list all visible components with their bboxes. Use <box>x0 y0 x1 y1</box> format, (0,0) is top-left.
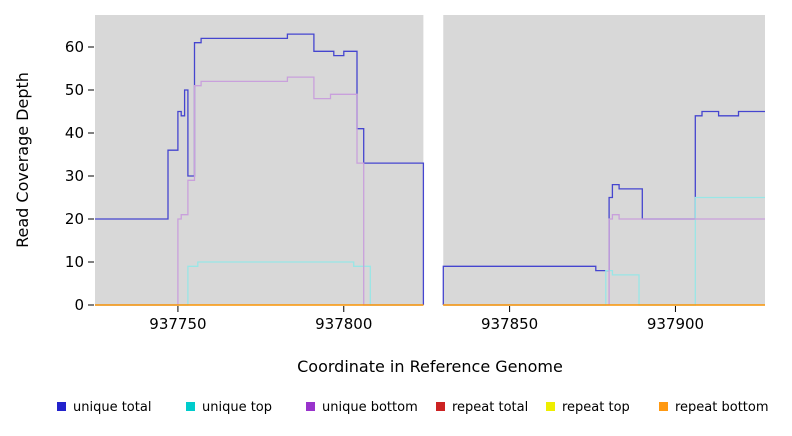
y-tick-label: 60 <box>65 38 84 56</box>
legend-swatch-repeat-top <box>546 402 555 411</box>
legend-label-repeat-total: repeat total <box>452 400 528 415</box>
legend-swatch-unique-bottom <box>306 402 315 411</box>
legend-label-repeat-top: repeat top <box>562 400 630 415</box>
x-tick-label: 937900 <box>647 315 704 333</box>
y-tick-label: 10 <box>65 253 84 271</box>
legend-swatch-repeat-total <box>436 402 445 411</box>
no-data-gap <box>423 15 444 305</box>
y-tick-label: 30 <box>65 167 84 185</box>
axes: 937750 937800 937850 937900 0 10 20 30 40 50 60 <box>65 38 704 333</box>
x-tick-label: 937750 <box>149 315 206 333</box>
legend-label-unique-total: unique total <box>73 400 151 415</box>
series-line-unique-total <box>442 110 765 305</box>
x-tick-label: 937850 <box>481 315 538 333</box>
series-line-unique-top <box>443 196 765 306</box>
legend-label-unique-bottom: unique bottom <box>322 400 418 415</box>
y-tick-label: 0 <box>74 296 84 314</box>
series-line-unique-total <box>95 33 425 305</box>
series-line-unique-bottom <box>443 214 765 306</box>
x-tick-label: 937800 <box>315 315 372 333</box>
legend-swatch-unique-top <box>186 402 195 411</box>
legend-swatch-unique-total <box>57 402 66 411</box>
plot-area <box>95 15 765 306</box>
y-tick-label: 50 <box>65 81 84 99</box>
y-tick-label: 20 <box>65 210 84 228</box>
y-tick-label: 40 <box>65 124 84 142</box>
legend-swatch-repeat-bottom <box>659 402 668 411</box>
legend-label-repeat-bottom: repeat bottom <box>675 400 769 415</box>
legend-label-unique-top: unique top <box>202 400 272 415</box>
x-axis-title: Coordinate in Reference Genome <box>297 357 563 376</box>
legend: unique total unique top unique bottom repea… <box>57 400 769 415</box>
series-line-unique-top <box>95 261 424 306</box>
y-axis-title: Read Coverage Depth <box>13 72 32 248</box>
series-line-unique-bottom <box>95 76 424 306</box>
